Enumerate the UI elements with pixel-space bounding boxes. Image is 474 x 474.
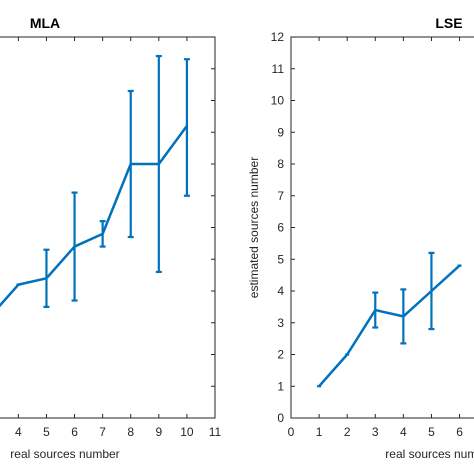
y-tick-label: 12 [271,30,285,44]
y-tick-label: 9 [277,125,284,139]
y-tick-label: 6 [277,221,284,235]
y-tick-label: 10 [271,94,285,108]
x-tick-label: 1 [316,425,323,439]
x-tick-label: 2 [344,425,351,439]
chart-panel-lse: 012345678910110123456789101112LSEreal so… [247,15,474,461]
chart-panel-mla: 01234567891011MLAreal sources number [0,15,222,461]
y-tick-label: 2 [277,348,284,362]
series-line [318,264,461,388]
plot-area-box [0,36,216,419]
x-tick-label: 9 [155,425,162,439]
y-tick-label: 11 [272,62,285,76]
x-axis-label: real sources number [385,447,474,461]
x-axis-label: real sources number [10,447,119,461]
x-tick-label: 3 [372,425,379,439]
x-tick-label: 6 [71,425,78,439]
x-tick-label: 5 [43,425,50,439]
y-tick-label: 5 [277,252,284,266]
y-tick-label: 7 [277,189,284,203]
x-tick-label: 8 [127,425,134,439]
x-tick-label: 10 [180,425,194,439]
y-tick-label: 4 [277,284,284,298]
chart-title: LSE [435,15,462,31]
series-line [0,125,188,308]
x-tick-label: 0 [288,425,295,439]
series-group [0,54,190,308]
x-tick-label: 11 [209,425,222,439]
y-tick-label: 0 [277,411,284,425]
y-tick-label: 3 [277,316,284,330]
x-tick-label: 4 [15,425,22,439]
series-group [317,251,462,388]
y-tick-label: 1 [277,379,284,393]
x-tick-label: 6 [456,425,463,439]
y-tick-label: 8 [277,157,284,171]
y-axis-label: estimated sources number [247,157,261,298]
plot-area-box [290,36,474,419]
x-tick-label: 5 [428,425,435,439]
x-tick-label: 4 [400,425,407,439]
chart-title: MLA [30,15,60,31]
x-tick-label: 7 [99,425,106,439]
